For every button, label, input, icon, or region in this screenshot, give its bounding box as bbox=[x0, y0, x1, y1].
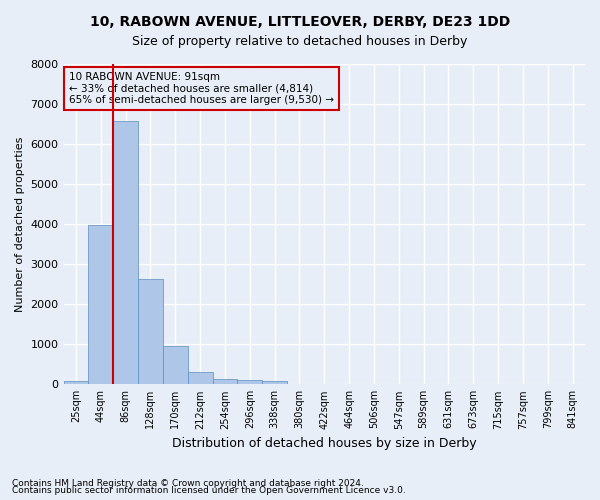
Y-axis label: Number of detached properties: Number of detached properties bbox=[15, 136, 25, 312]
Bar bbox=[262, 380, 287, 384]
Text: Size of property relative to detached houses in Derby: Size of property relative to detached ho… bbox=[133, 35, 467, 48]
Bar bbox=[113, 121, 138, 384]
X-axis label: Distribution of detached houses by size in Derby: Distribution of detached houses by size … bbox=[172, 437, 476, 450]
Bar bbox=[138, 280, 163, 384]
Bar bbox=[238, 380, 262, 384]
Bar bbox=[163, 346, 188, 385]
Bar bbox=[188, 372, 212, 384]
Text: 10 RABOWN AVENUE: 91sqm
← 33% of detached houses are smaller (4,814)
65% of semi: 10 RABOWN AVENUE: 91sqm ← 33% of detache… bbox=[69, 72, 334, 105]
Text: Contains HM Land Registry data © Crown copyright and database right 2024.: Contains HM Land Registry data © Crown c… bbox=[12, 478, 364, 488]
Text: Contains public sector information licensed under the Open Government Licence v3: Contains public sector information licen… bbox=[12, 486, 406, 495]
Bar bbox=[64, 382, 88, 384]
Bar bbox=[88, 225, 113, 384]
Bar bbox=[212, 379, 238, 384]
Text: 10, RABOWN AVENUE, LITTLEOVER, DERBY, DE23 1DD: 10, RABOWN AVENUE, LITTLEOVER, DERBY, DE… bbox=[90, 15, 510, 29]
